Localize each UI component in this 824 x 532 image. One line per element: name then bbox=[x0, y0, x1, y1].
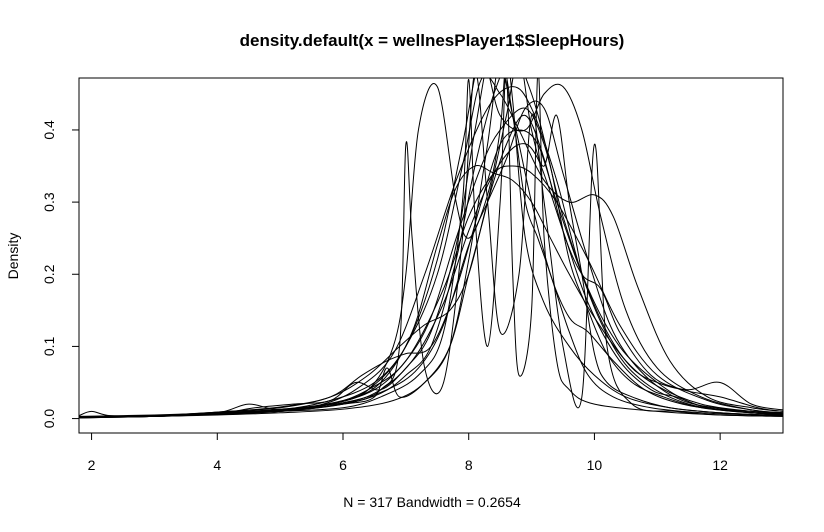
x-axis: 2 4 6 8 10 12 bbox=[88, 433, 728, 473]
density-curve-7 bbox=[79, 78, 783, 418]
density-curve-14 bbox=[79, 78, 783, 418]
y-tick-label: 0.2 bbox=[41, 264, 57, 284]
y-axis-label: Density bbox=[5, 233, 21, 280]
y-tick-label: 0.4 bbox=[41, 120, 57, 140]
density-curves bbox=[79, 78, 783, 419]
density-curve-17 bbox=[79, 78, 783, 419]
density-curve-4 bbox=[79, 78, 783, 418]
x-tick-label: 12 bbox=[712, 457, 728, 473]
density-curve-6 bbox=[79, 78, 783, 418]
density-curve-15 bbox=[79, 78, 783, 418]
x-tick-label: 4 bbox=[213, 457, 221, 473]
x-axis-label: N = 317 Bandwidth = 0.2654 bbox=[343, 494, 521, 510]
y-tick-label: 0.3 bbox=[41, 192, 57, 212]
chart-title: density.default(x = wellnesPlayer1$Sleep… bbox=[240, 31, 625, 50]
x-tick-label: 6 bbox=[339, 457, 347, 473]
density-curve-12 bbox=[79, 78, 783, 419]
density-curve-1 bbox=[79, 86, 783, 417]
x-tick-label: 2 bbox=[88, 457, 96, 473]
y-tick-label: 0.0 bbox=[41, 409, 57, 429]
density-curve-8 bbox=[79, 78, 783, 418]
density-curve-3 bbox=[79, 129, 783, 417]
x-tick-label: 10 bbox=[587, 457, 603, 473]
density-curve-13 bbox=[79, 100, 783, 418]
density-curve-5 bbox=[79, 78, 783, 419]
y-axis: 0.0 0.1 0.2 0.3 0.4 bbox=[41, 120, 79, 428]
x-tick-label: 8 bbox=[465, 457, 473, 473]
y-tick-label: 0.1 bbox=[41, 336, 57, 356]
density-curve-16 bbox=[79, 114, 783, 418]
plot-frame bbox=[78, 77, 784, 434]
